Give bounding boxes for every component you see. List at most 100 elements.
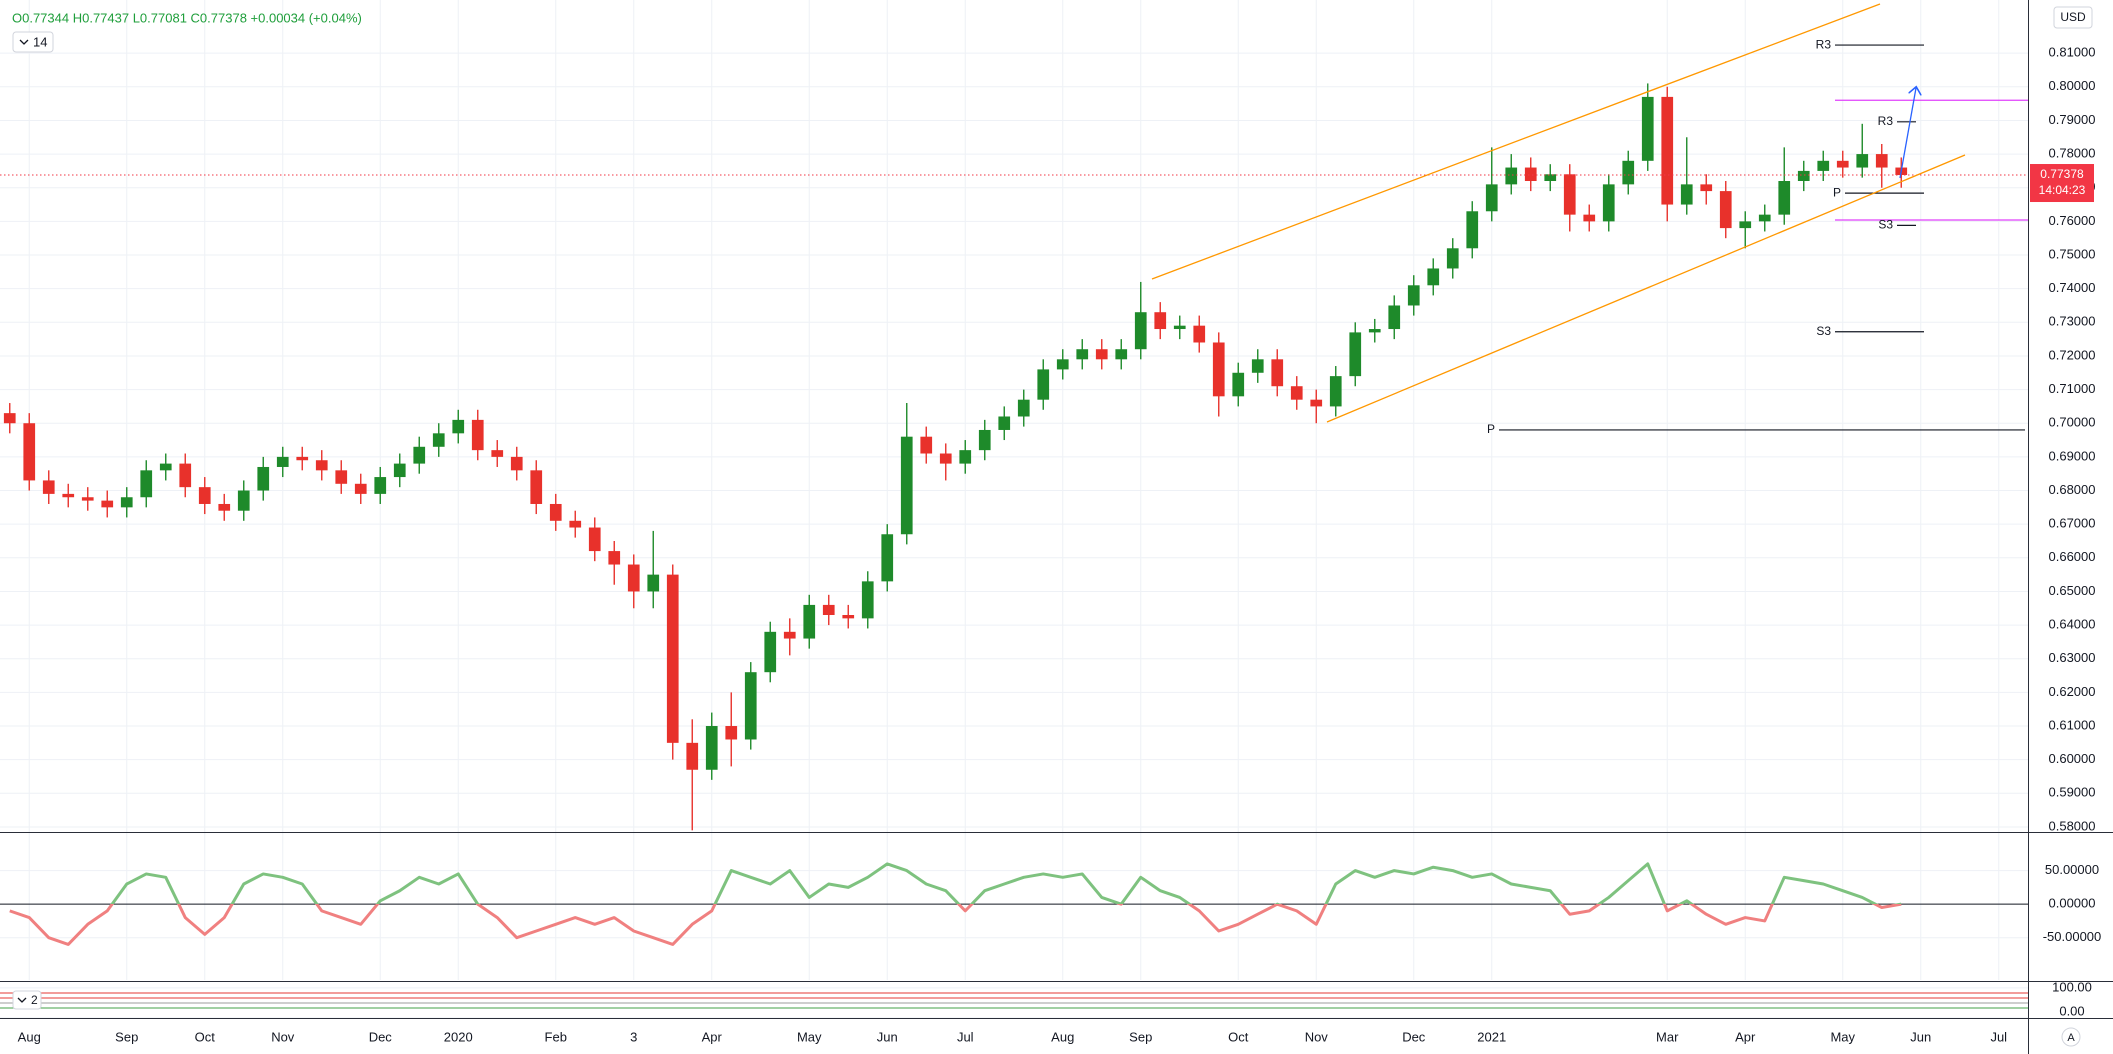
candle-body (510, 456, 523, 471)
projection-arrow (1899, 88, 1916, 179)
candle-body (1446, 248, 1459, 269)
candle-body (471, 419, 484, 451)
x-tick-label: Apr (1735, 1029, 1756, 1044)
y-tick-label: 0.79000 (2049, 112, 2096, 127)
y-tick-label: 100.00 (2052, 979, 2092, 994)
currency-text: USD (2060, 10, 2086, 24)
pivot-label: R3 (1816, 37, 1832, 51)
candle-body (1563, 174, 1576, 215)
candle-body (1037, 369, 1050, 400)
candle-body (3, 413, 16, 424)
x-tick-label: Jul (1990, 1029, 2007, 1044)
candle-body (1310, 399, 1323, 407)
candle-body (296, 456, 309, 461)
candle-body (1368, 329, 1381, 333)
y-tick-label: 0.58000 (2049, 818, 2096, 833)
x-tick-label: Nov (271, 1029, 295, 1044)
candle-body (1524, 167, 1537, 182)
last-price-label: 0.77378 (2040, 167, 2084, 181)
candle-body (1778, 181, 1791, 215)
pane-toggle[interactable]: 2 (12, 990, 42, 1010)
x-tick-label: Sep (115, 1029, 138, 1044)
candle-body (1427, 268, 1440, 286)
y-tick-label: -50.00000 (2043, 929, 2102, 944)
candle-body (686, 742, 699, 770)
y-tick-label: 0.70000 (2049, 415, 2096, 430)
oscillator-line (9, 862, 1902, 946)
candle-body (374, 477, 387, 494)
x-tick-label: Apr (702, 1029, 723, 1044)
candle-body (1602, 184, 1615, 222)
badge-box (12, 990, 42, 1010)
candle-body (1154, 312, 1167, 330)
candle-body (959, 450, 972, 464)
x-tick-label: May (1830, 1029, 1855, 1044)
candle-body (1193, 325, 1206, 343)
candle-body (1719, 191, 1732, 229)
candle-body (1251, 359, 1264, 373)
y-tick-label: 0.59000 (2049, 785, 2096, 800)
candle-body (1271, 359, 1284, 387)
y-tick-label: 0.78000 (2049, 146, 2096, 161)
candle-body (764, 631, 777, 673)
candle-body (705, 726, 718, 770)
candle-body (1290, 386, 1303, 400)
candle-body (276, 456, 289, 467)
candle-body (1544, 174, 1557, 182)
button-circle (2061, 1027, 2081, 1047)
badge-text: 2 (31, 993, 38, 1007)
plot-background (0, 0, 2028, 1018)
candle-body (179, 463, 192, 488)
candle-body (1875, 154, 1888, 168)
x-tick-label: Dec (369, 1029, 393, 1044)
pivot-label: S3 (1878, 218, 1893, 232)
candle-body (354, 483, 367, 494)
auto-scale-button[interactable]: A (2061, 1027, 2081, 1047)
candle-body (939, 453, 952, 464)
candle-body (1115, 349, 1128, 360)
candle-body (1349, 332, 1362, 377)
ohlc-header: O0.77344 H0.77437 L0.77081 C0.77378 +0.0… (12, 10, 362, 25)
y-tick-label: 0.62000 (2049, 684, 2096, 699)
candle-body (1641, 96, 1654, 161)
candle-body (1134, 312, 1147, 350)
y-tick-label: 0.76000 (2049, 213, 2096, 228)
candle-body (1173, 325, 1186, 330)
candle-body (1505, 167, 1518, 185)
candle-body (900, 436, 913, 535)
candle-body (1797, 170, 1810, 182)
currency-button[interactable]: USD (2053, 6, 2093, 29)
y-tick-label: 0.69000 (2049, 448, 2096, 463)
candle-body (998, 416, 1011, 430)
candle-body (1407, 285, 1420, 306)
candle-body (1661, 96, 1674, 205)
indicator-toggle[interactable]: 14 (12, 31, 54, 53)
candle-body (335, 470, 348, 484)
candle-body (62, 493, 75, 498)
x-tick-label: Feb (545, 1029, 567, 1044)
x-tick-label: Aug (1051, 1029, 1074, 1044)
x-tick-label: Dec (1402, 1029, 1426, 1044)
candle-body (530, 470, 543, 504)
candle-body (1817, 160, 1830, 171)
marks-layer (0, 44, 2028, 1009)
candle-body (1329, 376, 1342, 407)
y-tick-label: 0.67000 (2049, 516, 2096, 531)
candle-body (569, 520, 582, 528)
candle-body (140, 470, 153, 498)
y-tick-label: 0.00000 (2049, 896, 2096, 911)
badge-box (12, 31, 54, 53)
badge-text: 14 (33, 34, 47, 49)
candle-body (627, 564, 640, 592)
y-tick-label: 0.80000 (2049, 78, 2096, 93)
candle-body (1836, 160, 1849, 168)
candle-body (101, 500, 114, 508)
candle-body (647, 574, 660, 592)
y-tick-label: 0.72000 (2049, 347, 2096, 362)
candle-body (198, 487, 211, 504)
x-tick-label: 2021 (1477, 1029, 1506, 1044)
candle-body (978, 429, 991, 451)
candle-body (783, 631, 796, 639)
